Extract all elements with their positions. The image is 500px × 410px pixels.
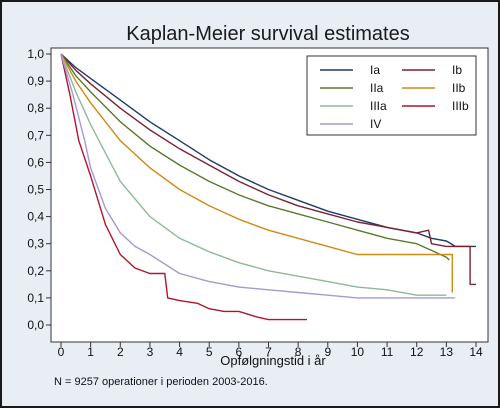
- x-tick-label: 14: [469, 345, 483, 359]
- y-tick-label: 0,3: [27, 237, 44, 251]
- chart-title: Kaplan-Meier survival estimates: [126, 23, 409, 45]
- x-axis: 0 1 2 3 4 5 6 7 8 9 10 11 12 13 14: [58, 342, 483, 359]
- y-tick-label: 0,6: [27, 155, 44, 169]
- y-tick-label: 0,5: [27, 183, 44, 197]
- y-tick-label: 1,0: [27, 47, 44, 61]
- y-tick-label: 0,4: [27, 210, 44, 224]
- legend-label-iv: IV: [370, 117, 381, 131]
- x-tick-label: 5: [206, 345, 213, 359]
- legend-label-ib: Ib: [452, 63, 462, 77]
- legend-label-iiia: IIIa: [370, 99, 387, 113]
- legend: Ia Ib IIa IIb IIIa IIIb IV: [306, 55, 477, 136]
- series-line-ib: [60, 53, 476, 286]
- x-tick-label: 8: [295, 345, 302, 359]
- series-line-iiib: [60, 53, 307, 321]
- y-tick-label: 0,1: [27, 291, 44, 305]
- x-tick-label: 11: [381, 345, 394, 359]
- legend-label-iib: IIb: [452, 81, 466, 95]
- legend-label-ia: Ia: [370, 63, 380, 77]
- legend-label-iiib: IIIb: [452, 99, 469, 113]
- series-line-iv: [60, 53, 456, 299]
- y-tick-label: 0,9: [27, 74, 44, 88]
- y-tick-label: 0,7: [27, 128, 44, 142]
- x-tick-label: 4: [176, 345, 183, 359]
- legend-label-iia: IIa: [370, 81, 384, 95]
- series-line-iiia: [60, 53, 447, 296]
- x-axis-label: Opfølgningstid i år: [220, 353, 326, 368]
- x-tick-label: 13: [440, 345, 454, 359]
- y-axis: 0,0 0,1 0,2 0,3 0,4 0,5 0,6 0,7 0,8 0,9 1,0: [27, 47, 51, 332]
- series-line-ia: [60, 53, 476, 248]
- x-tick-label: 0: [58, 345, 65, 359]
- x-tick-label: 10: [351, 345, 365, 359]
- y-tick-label: 0,8: [27, 101, 44, 115]
- series-line-iia: [60, 53, 450, 261]
- x-tick-label: 1: [87, 345, 94, 359]
- x-tick-label: 7: [265, 345, 272, 359]
- series-line-iib: [60, 53, 453, 293]
- x-tick-label: 12: [410, 345, 424, 359]
- y-tick-label: 0,0: [27, 318, 44, 332]
- x-tick-label: 3: [147, 345, 154, 359]
- x-tick-label: 2: [117, 345, 124, 359]
- x-tick-label: 9: [324, 345, 331, 359]
- x-tick-label: 6: [236, 345, 243, 359]
- series-layer: [60, 53, 476, 321]
- legend-box: [306, 55, 477, 136]
- footnote: N = 9257 operationer i perioden 2003-201…: [54, 376, 268, 388]
- y-tick-label: 0,2: [27, 264, 44, 278]
